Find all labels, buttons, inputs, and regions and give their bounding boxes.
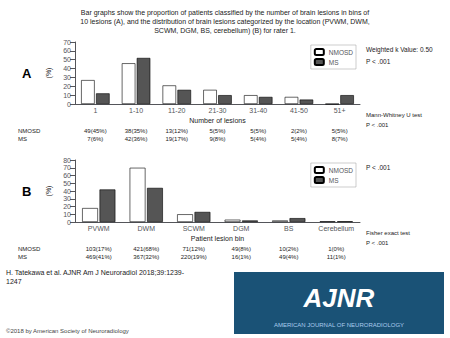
svg-text:41-50: 41-50 — [290, 107, 308, 114]
svg-text:5(5%): 5(5%) — [209, 128, 225, 134]
svg-text:H. Tatekawa et al. AJNR Am J N: H. Tatekawa et al. AJNR Am J Neuroradiol… — [6, 269, 185, 276]
svg-text:PVWM: PVWM — [88, 225, 110, 232]
svg-text:AMERICAN JOURNAL OF NEURORADIO: AMERICAN JOURNAL OF NEURORADIOLOGY — [274, 322, 404, 328]
svg-text:MS: MS — [18, 136, 27, 142]
svg-text:NMOSD: NMOSD — [18, 128, 41, 134]
svg-text:SCWM, DGM, BS, cerebellum) (B): SCWM, DGM, BS, cerebellum) (B) for rater… — [154, 27, 296, 35]
svg-text:A: A — [22, 66, 32, 81]
svg-text:49(4%): 49(4%) — [279, 254, 298, 260]
svg-text:70: 70 — [63, 39, 71, 46]
svg-text:Fisher exact test: Fisher exact test — [366, 230, 410, 236]
svg-text:71(12%): 71(12%) — [182, 246, 205, 252]
svg-text:NMOSD: NMOSD — [329, 49, 354, 56]
svg-text:10: 10 — [63, 92, 71, 99]
svg-text:11(1%): 11(1%) — [327, 254, 346, 260]
svg-text:80: 80 — [63, 157, 71, 164]
svg-text:367(32%): 367(32%) — [133, 254, 159, 260]
svg-text:8(7%): 8(7%) — [332, 136, 348, 142]
svg-text:9(8%): 9(8%) — [209, 136, 225, 142]
svg-text:20: 20 — [63, 83, 71, 90]
svg-text:Cerebellum: Cerebellum — [318, 225, 354, 232]
svg-text:Number of lesions: Number of lesions — [189, 117, 246, 124]
svg-text:11-20: 11-20 — [168, 107, 185, 114]
svg-text:5(5%): 5(5%) — [332, 128, 348, 134]
svg-text:13(12%): 13(12%) — [165, 128, 188, 134]
svg-text:0: 0 — [67, 219, 71, 226]
svg-text:P < .001: P < .001 — [366, 164, 391, 171]
svg-text:Mann-Whitney U test: Mann-Whitney U test — [366, 112, 422, 118]
svg-text:49(45%): 49(45%) — [84, 128, 107, 134]
svg-text:31-40: 31-40 — [249, 107, 267, 114]
svg-text:16(1%): 16(1%) — [232, 254, 251, 260]
svg-text:NMOSD: NMOSD — [329, 167, 354, 174]
svg-text:60: 60 — [63, 47, 71, 54]
svg-text:DGM: DGM — [233, 225, 250, 232]
svg-text:220(19%): 220(19%) — [181, 254, 207, 260]
svg-text:1-10: 1-10 — [129, 107, 143, 114]
svg-text:5(4%): 5(4%) — [291, 136, 307, 142]
svg-text:20: 20 — [63, 203, 71, 210]
svg-text:5(5%): 5(5%) — [250, 128, 266, 134]
svg-text:7(6%): 7(6%) — [87, 136, 103, 142]
svg-text:103(17%): 103(17%) — [86, 246, 112, 252]
svg-text:(%): (%) — [45, 186, 53, 197]
svg-text:60: 60 — [63, 172, 71, 179]
svg-text:50: 50 — [63, 56, 71, 63]
svg-text:10 lesions (A), and the distri: 10 lesions (A), and the distribution of … — [80, 18, 370, 26]
svg-text:10(2%): 10(2%) — [279, 246, 298, 252]
svg-text:AJNR: AJNR — [303, 283, 375, 313]
svg-text:MS: MS — [329, 177, 339, 184]
svg-text:P < .001: P < .001 — [366, 122, 389, 128]
svg-text:50: 50 — [63, 180, 71, 187]
svg-text:49(8%): 49(8%) — [232, 246, 251, 252]
svg-text:P < .001: P < .001 — [366, 240, 389, 246]
svg-text:19(17%): 19(17%) — [165, 136, 188, 142]
svg-text:BS: BS — [284, 225, 294, 232]
svg-text:SCWM: SCWM — [183, 225, 205, 232]
svg-text:5(4%): 5(4%) — [250, 136, 266, 142]
svg-text:421(68%): 421(68%) — [133, 246, 159, 252]
svg-text:1: 1 — [93, 107, 97, 114]
svg-text:MS: MS — [18, 254, 27, 260]
svg-text:30: 30 — [63, 195, 71, 202]
svg-text:P < .001: P < .001 — [366, 58, 391, 65]
svg-text:Bar graphs show the proportion: Bar graphs show the proportion of patien… — [81, 9, 369, 17]
svg-text:1247: 1247 — [6, 278, 22, 285]
svg-text:Weighted k Value: 0.50: Weighted k Value: 0.50 — [366, 46, 433, 54]
svg-text:40: 40 — [63, 188, 71, 195]
svg-text:DWM: DWM — [138, 225, 156, 232]
svg-text:70: 70 — [63, 164, 71, 171]
svg-text:Patient lesion bin: Patient lesion bin — [191, 235, 244, 242]
svg-text:0: 0 — [67, 101, 71, 108]
svg-text:B: B — [22, 184, 31, 199]
svg-text:30: 30 — [63, 74, 71, 81]
svg-text:40: 40 — [63, 65, 71, 72]
svg-text:(%): (%) — [45, 68, 53, 79]
svg-text:1(0%): 1(0%) — [328, 246, 344, 252]
svg-text:38(35%): 38(35%) — [125, 128, 148, 134]
svg-text:42(36%): 42(36%) — [125, 136, 148, 142]
svg-text:2(2%): 2(2%) — [291, 128, 307, 134]
svg-text:NMOSD: NMOSD — [18, 246, 41, 252]
svg-text:10: 10 — [63, 211, 71, 218]
svg-text:469(41%): 469(41%) — [86, 254, 112, 260]
svg-text:MS: MS — [329, 59, 339, 66]
svg-text:21-30: 21-30 — [209, 107, 227, 114]
svg-text:©2018 by American Society of N: ©2018 by American Society of Neuroradiol… — [6, 328, 129, 334]
svg-text:51+: 51+ — [334, 107, 346, 114]
